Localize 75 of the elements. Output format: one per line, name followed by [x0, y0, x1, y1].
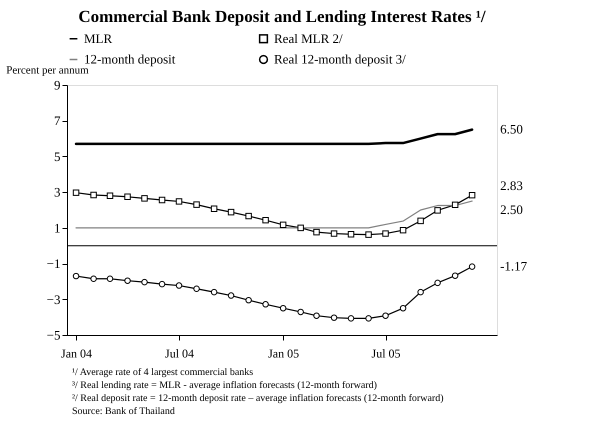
point [365, 315, 372, 322]
point [434, 280, 441, 286]
y-tick-label: −1 [46, 256, 60, 272]
annotation: 2.83 [500, 178, 523, 194]
point [452, 202, 458, 208]
y-tick-label: 3 [54, 184, 60, 200]
point [417, 288, 424, 296]
point [176, 282, 182, 289]
point [90, 192, 97, 198]
x-tick-label: Jan 04 [61, 346, 92, 360]
y-tick-label: 7 [54, 113, 61, 128]
point [382, 312, 389, 319]
point [106, 276, 114, 282]
point [468, 263, 476, 270]
point [365, 231, 372, 238]
point [228, 292, 234, 299]
point [348, 315, 354, 322]
point [124, 194, 131, 200]
point [262, 216, 269, 224]
text: ²/ Real deposit rate = 12-month deposit rate – average inflation forecasts (12-month forward) [72, 393, 444, 404]
point [176, 198, 182, 205]
point [141, 195, 148, 202]
point [280, 304, 286, 312]
x-tick-label: Jul 05 [372, 346, 401, 360]
y-axis-title: Percent per annum [6, 64, 90, 76]
point [210, 288, 218, 296]
point [158, 280, 166, 288]
point [124, 277, 131, 284]
legend-label: 12-month deposit [84, 52, 176, 66]
y-tick-label: −5 [46, 328, 60, 342]
chart-title: Commercial Bank Deposit and Lending Interest Rates ¹/ [78, 7, 486, 26]
point [330, 230, 338, 237]
point [193, 201, 200, 208]
legend-label: MLR [84, 30, 112, 46]
point [90, 276, 97, 282]
point [434, 207, 441, 214]
point [72, 272, 80, 280]
line-series [74, 128, 474, 146]
point [297, 224, 304, 232]
point [280, 222, 286, 228]
legend-label: Real MLR 2/ [274, 30, 343, 46]
point [228, 208, 234, 216]
point [245, 296, 252, 304]
point [468, 192, 476, 198]
annotation: 2.50 [500, 202, 523, 218]
point [193, 286, 200, 292]
point [313, 312, 320, 319]
text: ¹/ Average rate of 4 largest commercial banks [72, 367, 254, 378]
point [297, 308, 304, 316]
point [417, 218, 424, 224]
legend-label: Real 12-month deposit 3/ [274, 52, 406, 66]
point [400, 226, 406, 234]
annotation: 6.50 [500, 122, 523, 137]
point [158, 196, 166, 204]
point [106, 192, 114, 199]
y-tick-label: 1 [54, 220, 60, 236]
source-note: Source: Bank of Thailand [72, 406, 175, 417]
y-tick-label: −3 [46, 292, 60, 307]
point [313, 228, 320, 236]
point [348, 231, 354, 238]
x-tick-label: Jul 04 [165, 346, 194, 360]
point [330, 314, 338, 321]
point [72, 189, 80, 196]
y-tick-label: 9 [54, 78, 60, 92]
x-tick-label: Jan 05 [268, 346, 300, 360]
point [382, 230, 389, 237]
text: ³/ Real lending rate = MLR - average inflation forecasts (12-month forward) [72, 380, 377, 391]
annotation: -1.17 [500, 258, 528, 274]
point [210, 206, 218, 212]
point [400, 304, 406, 312]
point [141, 278, 148, 286]
point [245, 212, 252, 220]
y-tick-label: 5 [54, 148, 60, 164]
point [262, 301, 269, 308]
point [452, 272, 458, 279]
